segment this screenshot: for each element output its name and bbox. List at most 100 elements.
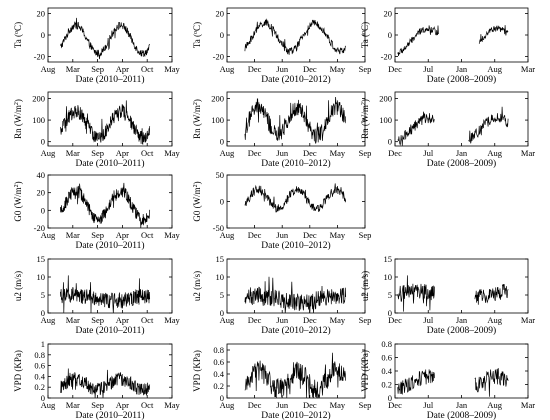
x-tick-label: Dec [388,400,402,410]
y-axis-label: VPD (KPa) [360,350,370,392]
x-tick-label: Oct [141,64,154,74]
x-axis-label: Date (2010–2011) [75,410,144,420]
y-axis-label: u2 (m/s) [192,271,202,301]
x-tick-label: Aug [487,148,502,158]
x-tick-label: Oct [141,315,154,325]
data-series-line [397,25,509,56]
x-tick-label: Dec [248,148,262,158]
data-series-line [244,276,347,314]
x-tick-label: Aug [487,64,502,74]
chart-panel-p11: 0 100 200 Aug Dec Jun Dec May Sep Date (2010–2012… [192,91,372,169]
y-tick-label: 15 [384,254,393,264]
x-tick-label: Aug [41,400,56,410]
x-tick-label: Aug [220,148,235,158]
x-tick-label: Aug [220,400,235,410]
x-tick-label: Aug [41,230,56,240]
plot-frame [47,91,173,147]
x-tick-label: Jun [276,64,289,74]
x-axis-label: Date (2008–2009) [427,158,496,169]
x-tick-label: Dec [248,230,262,240]
x-tick-label: Dec [303,64,317,74]
chart-panel-p41: 0 0.2 0.4 0.6 0.8 Aug Dec Jun Dec May Sep Date (201… [192,343,371,420]
chart-panel-p10: 0 100 200 Aug Mar Sep Apr Oct May Date (2010–2011… [13,91,181,169]
x-tick-label: Mar [66,148,80,158]
y-tick-label: 100 [32,115,45,125]
plot-frame [394,258,529,314]
x-axis-label: Date (2008–2009) [427,325,496,336]
y-tick-label: 0.4 [213,369,224,379]
y-tick-label: 15 [216,254,225,264]
x-axis-label: Date (2010–2011) [75,158,144,169]
x-tick-label: Dec [303,148,317,158]
x-tick-label: Dec [248,400,262,410]
x-tick-label: Mar [66,315,80,325]
x-tick-label: Aug [220,315,235,325]
y-tick-label: 200 [379,93,392,103]
y-tick-label: 0.8 [381,339,392,349]
x-axis-label: Date (2010–2012) [261,325,330,336]
y-tick-label: 0.4 [381,366,392,376]
x-tick-label: Aug [41,315,56,325]
x-tick-label: Jul [423,64,434,74]
x-tick-label: May [164,400,180,410]
y-tick-label: 1 [41,339,45,349]
y-tick-label: 0 [41,393,45,403]
x-axis-label: Date (2010–2011) [75,74,144,85]
x-tick-label: Mar [66,400,80,410]
y-tick-label: 0.6 [381,353,392,363]
y-tick-label: 5 [41,290,45,300]
data-series-line [60,17,150,60]
x-tick-label: Sep [359,148,372,158]
data-series-line [60,182,151,229]
y-tick-label: 0 [388,393,392,403]
y-axis-label: Rn (W/m2) [192,99,202,139]
plot-frame [394,343,529,399]
y-axis-label: VPD (KPa) [13,350,23,392]
y-tick-label: 0.2 [213,381,224,391]
x-tick-label: Aug [41,64,56,74]
x-tick-label: Aug [487,400,502,410]
x-tick-label: Jan [456,64,468,74]
x-tick-label: Mar [66,230,80,240]
y-tick-label: 20 [216,8,225,18]
plot-frame [47,343,173,399]
y-tick-label: 0 [220,308,224,318]
y-tick-label: 0 [41,30,45,40]
y-tick-label: 0 [388,308,392,318]
x-tick-label: May [164,64,180,74]
x-axis-label: Date (2010–2011) [75,240,144,251]
plot-frame [47,258,173,314]
x-axis-label: Date (2010–2012) [261,74,330,85]
data-series-line [397,275,509,312]
y-tick-label: 0 [220,393,224,403]
y-tick-label: 0.4 [34,371,45,381]
y-tick-label: 0.6 [213,357,224,367]
chart-panel-p42: 0 0.2 0.4 0.6 0.8 Dec Jul Jan Aug Mar Date (2008–2… [360,339,535,420]
x-tick-label: May [164,230,180,240]
data-series-line [397,106,509,146]
x-tick-label: Jan [456,148,468,158]
x-tick-label: Apr [116,64,129,74]
chart-panel-p20: -20 0 20 40 Aug Mar Sep Apr Oct May Date (2010–201… [13,170,181,251]
y-tick-label: 0 [220,137,224,147]
y-tick-label: 0 [41,205,45,215]
data-series-line [60,368,151,399]
plot-frame [47,174,173,229]
chart-panel-p12: 0 100 200 Dec Jul Jan Aug Mar Date (2008–2009) Rn… [360,91,535,169]
x-tick-label: Jun [276,315,289,325]
y-tick-label: 50 [216,170,225,180]
data-series-line [244,183,347,213]
x-tick-label: Dec [248,315,262,325]
chart-panel-p21: -50 0 50 Aug Dec Jun Dec May Sep Date (2010–2012)… [192,170,371,251]
x-tick-label: Jan [456,400,468,410]
plot-frame [226,7,366,63]
x-tick-label: Sep [91,400,104,410]
y-tick-label: -50 [213,223,224,233]
x-tick-label: May [330,64,346,74]
chart-panel-p31: 0 5 10 15 Aug Dec Jun Dec May Sep Date (2010–2012)… [192,254,371,336]
y-tick-label: 0.8 [34,350,45,360]
x-tick-label: Jun [276,148,289,158]
data-series-line [60,100,151,145]
y-tick-label: 100 [379,115,392,125]
